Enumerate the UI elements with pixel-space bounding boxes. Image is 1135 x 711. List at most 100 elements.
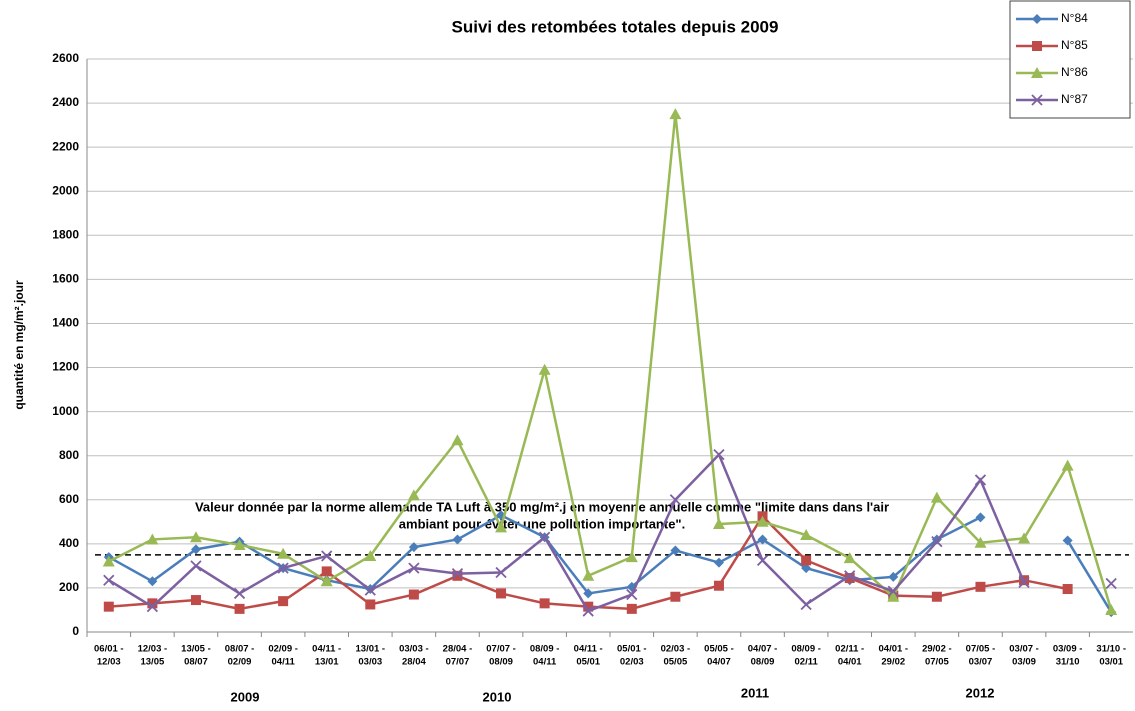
x-tick-label: 05/01 xyxy=(576,657,600,668)
point xyxy=(931,536,943,548)
point xyxy=(495,521,508,533)
point xyxy=(1031,67,1043,78)
x-tick-label: 29/02 xyxy=(881,657,905,668)
point xyxy=(975,581,986,592)
point xyxy=(930,491,943,503)
x-tick-label: 03/09 xyxy=(1012,657,1036,668)
point xyxy=(1031,94,1043,106)
x-tick-label: 13/05 xyxy=(140,657,164,668)
point xyxy=(844,570,856,582)
annotation: Valeur donnée par la norme allemande TA … xyxy=(195,499,889,514)
point xyxy=(626,603,637,614)
x-tick-label: 05/01 - xyxy=(617,644,647,655)
year-label: 2009 xyxy=(231,689,260,704)
point xyxy=(190,560,202,572)
point xyxy=(1019,575,1030,586)
x-tick-label: 13/01 - xyxy=(356,644,386,655)
point xyxy=(451,567,464,580)
point xyxy=(320,575,333,587)
point xyxy=(496,588,507,599)
point xyxy=(712,518,725,530)
point xyxy=(931,591,942,602)
point xyxy=(147,598,158,609)
point xyxy=(1105,603,1118,615)
x-tick-label: 08/09 xyxy=(751,657,775,668)
point xyxy=(713,557,724,568)
legend-box xyxy=(1009,0,1131,119)
x-tick-label: 31/10 xyxy=(1056,657,1080,668)
point xyxy=(887,590,900,602)
x-tick-label: 03/01 xyxy=(1099,657,1123,668)
point xyxy=(887,585,899,597)
point xyxy=(626,581,637,592)
point xyxy=(582,569,595,581)
x-tick-label: 03/09 - xyxy=(1053,644,1083,655)
point xyxy=(800,529,813,541)
x-tick-label: 12/03 xyxy=(97,657,121,668)
year-label: 2012 xyxy=(966,685,995,700)
x-tick-label: 04/07 xyxy=(707,657,731,668)
point xyxy=(102,555,115,567)
point xyxy=(756,515,769,527)
y-tick-label: 600 xyxy=(59,492,79,506)
point xyxy=(277,547,290,559)
point xyxy=(189,531,202,543)
point xyxy=(1062,535,1073,546)
point xyxy=(408,589,419,600)
x-tick-label: 04/11 xyxy=(533,657,557,668)
x-tick-label: 07/07 xyxy=(446,657,470,668)
x-tick-label: 02/09 xyxy=(228,657,252,668)
x-tick-label: 08/07 xyxy=(184,657,208,668)
x-tick-label: 08/09 - xyxy=(791,644,821,655)
x-tick-label: 28/04 - xyxy=(443,644,473,655)
point xyxy=(669,108,682,120)
point xyxy=(147,576,158,587)
point xyxy=(1061,459,1074,471)
x-tick-label: 05/05 xyxy=(663,657,687,668)
x-tick-label: 12/03 - xyxy=(138,644,168,655)
point xyxy=(669,494,682,506)
point xyxy=(146,601,159,613)
year-label: 2011 xyxy=(741,685,769,700)
point xyxy=(713,580,724,591)
x-tick-label: 03/07 xyxy=(969,657,993,668)
point xyxy=(1018,532,1031,544)
point xyxy=(843,552,856,564)
point xyxy=(1062,584,1073,595)
legend-label: N°86 xyxy=(1061,65,1088,79)
x-tick-label: 04/07 - xyxy=(748,644,778,655)
point xyxy=(888,571,899,582)
x-tick-label: 13/01 xyxy=(315,657,339,668)
x-tick-label: 04/11 xyxy=(272,657,296,668)
year-label: 2010 xyxy=(483,689,512,704)
legend-label: N°84 xyxy=(1061,11,1088,25)
x-tick-label: 03/03 - xyxy=(399,644,429,655)
x-tick-label: 07/07 - xyxy=(486,644,516,655)
point xyxy=(408,562,420,574)
point xyxy=(756,554,769,567)
point xyxy=(539,598,550,609)
point xyxy=(844,573,855,584)
x-tick-label: 04/11 - xyxy=(312,644,341,655)
x-tick-label: 04/01 - xyxy=(879,644,909,655)
point xyxy=(103,574,115,586)
point xyxy=(1032,14,1042,24)
point xyxy=(583,601,594,612)
point xyxy=(103,601,114,612)
point xyxy=(278,596,289,607)
point xyxy=(626,588,638,601)
x-tick-label: 04/11 - xyxy=(574,644,603,655)
point xyxy=(670,545,681,556)
x-tick-label: 05/05 - xyxy=(704,644,734,655)
point xyxy=(625,551,638,563)
y-tick-label: 2000 xyxy=(52,183,79,197)
legend-label: N°85 xyxy=(1061,38,1088,52)
y-tick-label: 1800 xyxy=(52,227,79,241)
point xyxy=(713,448,725,461)
point xyxy=(583,588,594,599)
point xyxy=(931,534,942,545)
point xyxy=(408,542,419,553)
y-tick-label: 1000 xyxy=(52,404,79,418)
point xyxy=(1105,577,1117,590)
x-tick-label: 31/10 - xyxy=(1096,644,1126,655)
